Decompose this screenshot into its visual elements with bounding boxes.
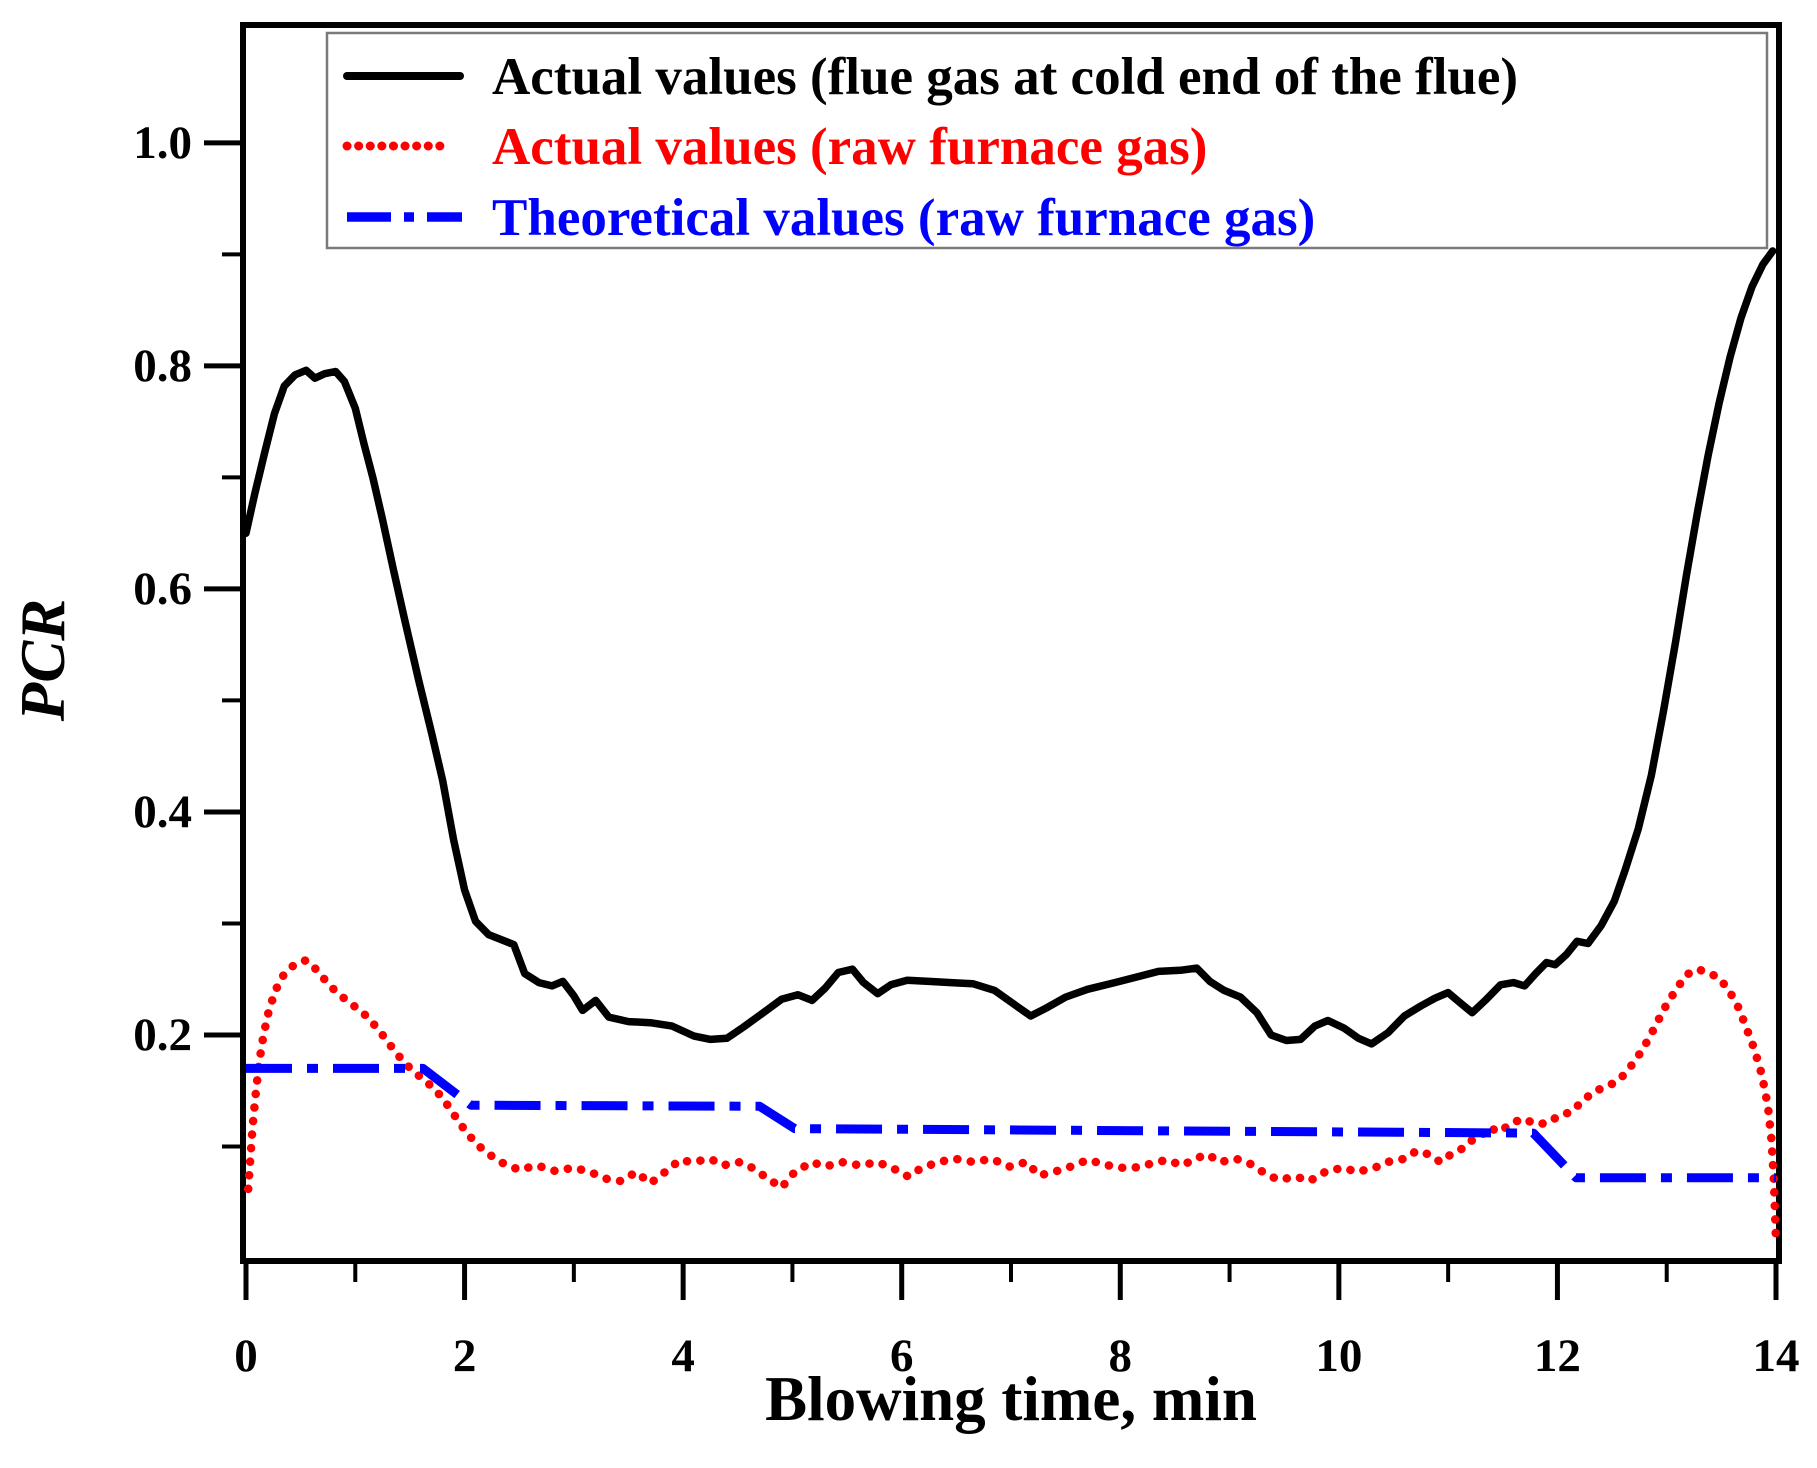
y-tick-label: 0.8 [133,340,192,392]
series-line-1 [243,956,1781,1246]
y-tick-label: 1.0 [133,117,192,169]
series-line-0 [242,247,1777,1048]
x-tick-label: 12 [1534,1330,1581,1382]
legend-item: Actual values (flue gas at cold end of t… [343,48,1518,106]
legend-box [325,31,1769,250]
y-tick-label: 0.2 [133,1009,192,1061]
x-axis-title: Blowing time, min [765,1364,1257,1434]
legend-item: Actual values (raw furnace gas) [342,118,1207,176]
y-axis-title: PCR [8,599,78,723]
x-tick-label: 14 [1753,1330,1800,1382]
x-tick-label: 4 [671,1330,695,1382]
series-line-2 [246,1063,1776,1183]
y-tick-label: 0.4 [133,786,192,838]
legend-item-label: Actual values (raw furnace gas) [492,118,1207,176]
legend-item-label: Actual values (flue gas at cold end of t… [492,48,1518,106]
series-layer [242,247,1781,1246]
x-tick-label: 8 [1109,1330,1133,1382]
y-tick-label: 0.6 [133,563,192,615]
x-tick-label: 10 [1315,1330,1362,1382]
x-tick-label: 2 [453,1330,477,1382]
x-tick-label: 0 [234,1330,258,1382]
x-tick-label: 6 [890,1330,914,1382]
ticks-layer: 0 2 4 6 8 10 12 14 0.2 0.4 0.6 0.8 1.0 [133,117,1799,1382]
legend: Actual values (flue gas at cold end of t… [325,31,1769,250]
legend-item-label: Theoretical values (raw furnace gas) [492,189,1315,247]
legend-item: Theoretical values (raw furnace gas) [347,189,1315,247]
